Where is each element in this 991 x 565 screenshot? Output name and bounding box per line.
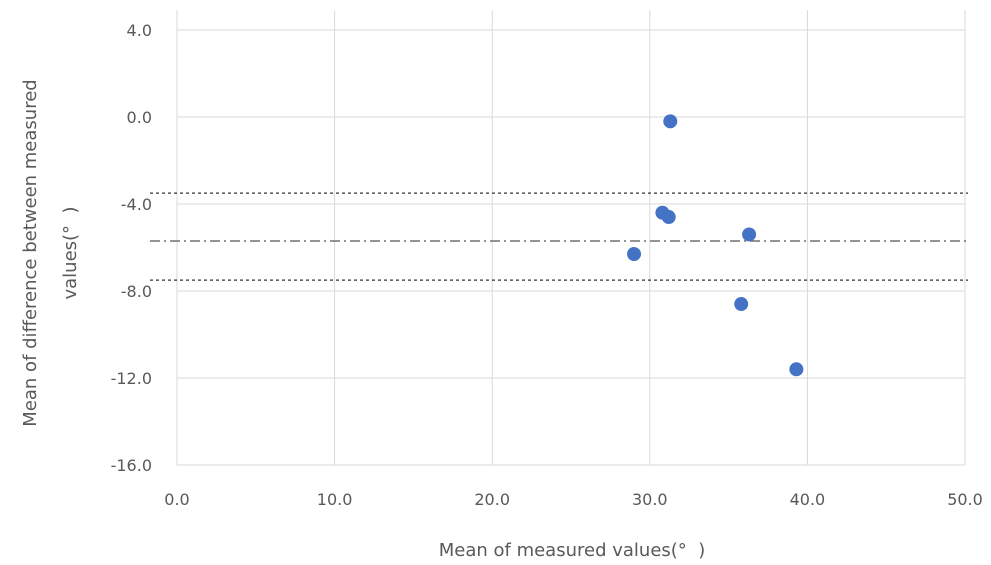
y-tick-label: -16.0 <box>111 456 152 475</box>
x-tick-label: 10.0 <box>317 490 353 509</box>
data-points <box>627 114 804 377</box>
x-tick-label: 50.0 <box>947 490 983 509</box>
data-point <box>789 362 804 377</box>
y-tick-label: -8.0 <box>121 282 152 301</box>
data-point <box>734 297 749 312</box>
tick-labels: 0.0 10.0 20.0 30.0 40.0 50.0 -16.0 -12.0 -8.0 -4.… <box>111 21 983 509</box>
data-point <box>663 114 678 129</box>
reference-lines <box>150 192 968 281</box>
gridlines <box>176 10 966 466</box>
x-tick-label: 20.0 <box>474 490 510 509</box>
data-point <box>661 210 676 225</box>
y-tick-label: 0.0 <box>127 108 152 127</box>
y-tick-label: -4.0 <box>121 195 152 214</box>
x-tick-label: 30.0 <box>632 490 668 509</box>
y-tick-label: -12.0 <box>111 369 152 388</box>
x-tick-label: 0.0 <box>164 490 189 509</box>
x-axis-title: Mean of measured values(° ) <box>439 540 706 561</box>
y-tick-label: 4.0 <box>127 21 152 40</box>
data-point <box>627 247 642 262</box>
x-tick-label: 40.0 <box>790 490 826 509</box>
data-point <box>742 227 757 242</box>
y-axis-title-line-1: Mean of difference between measured <box>20 79 41 426</box>
y-axis-title-line-2: values(° ) <box>60 206 81 299</box>
